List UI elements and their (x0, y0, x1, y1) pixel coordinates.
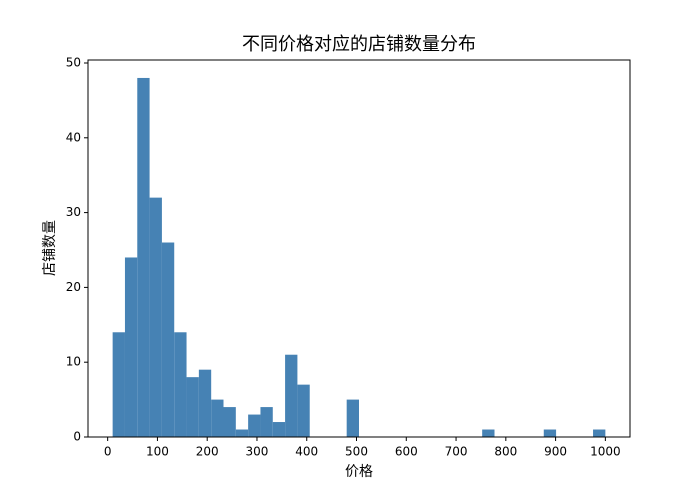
y-tick-label: 0 (73, 430, 81, 444)
bar (149, 197, 162, 437)
bar (124, 257, 138, 437)
bar (543, 429, 557, 437)
bar (482, 429, 495, 437)
bar (297, 384, 310, 437)
chart-title: 不同价格对应的店铺数量分布 (242, 34, 476, 55)
bar (235, 429, 249, 437)
x-tick-label: 300 (246, 445, 269, 459)
bar (174, 332, 187, 437)
y-tick-label: 10 (66, 355, 81, 369)
x-tick-label: 900 (544, 445, 567, 459)
bar (248, 414, 261, 437)
y-tick-label: 40 (66, 130, 81, 144)
bar (112, 332, 125, 437)
x-tick-label: 700 (445, 445, 468, 459)
plot-frame (87, 59, 631, 438)
y-tick-label: 50 (66, 55, 81, 69)
x-tick-label: 0 (104, 445, 112, 459)
y-tick-label: 20 (66, 280, 81, 294)
x-axis-label: 价格 (345, 464, 373, 480)
bar (211, 399, 224, 437)
bar (223, 407, 236, 437)
x-tick-label: 1000 (590, 445, 621, 459)
x-tick-label: 200 (196, 445, 219, 459)
bar (137, 77, 150, 437)
bar (260, 407, 273, 437)
bar (186, 377, 199, 437)
x-tick-label: 600 (395, 445, 418, 459)
bar (161, 242, 175, 437)
y-axis-label: 店铺数量 (42, 220, 58, 276)
y-tick-label: 30 (66, 205, 81, 219)
x-tick-label: 100 (146, 445, 169, 459)
bar (198, 369, 212, 437)
bar (272, 422, 286, 437)
bar (593, 429, 606, 437)
bar (346, 399, 359, 437)
bar (285, 354, 298, 437)
x-tick-label: 400 (295, 445, 318, 459)
x-tick-label: 800 (494, 445, 517, 459)
x-tick-label: 500 (345, 445, 368, 459)
